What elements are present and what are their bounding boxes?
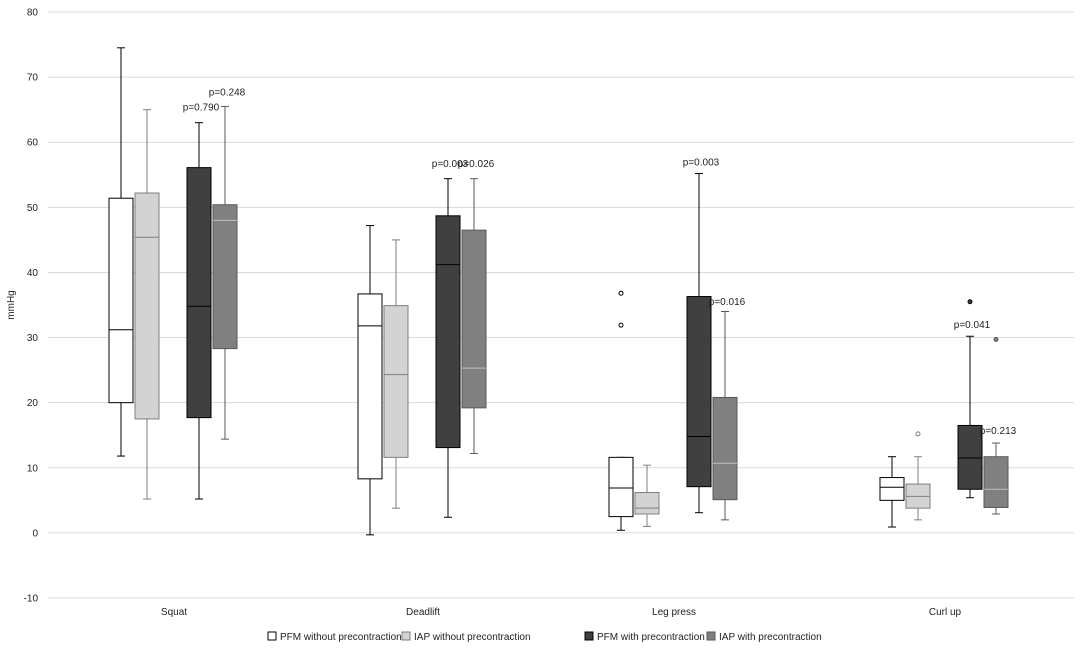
legend-item-0: PFM without precontraction [267, 631, 402, 643]
series-3 [212, 105, 1009, 521]
y-tick-label: 0 [32, 528, 38, 539]
series-2 [186, 122, 983, 518]
box-1-0 [134, 109, 160, 500]
outlier-point [915, 431, 921, 437]
box-0-1 [357, 225, 383, 536]
y-tick-label: 20 [27, 398, 39, 409]
legend-swatch [267, 631, 277, 641]
box-3-1 [461, 178, 487, 454]
box-body [357, 293, 383, 480]
category-label-3: Curl up [929, 607, 962, 618]
p-value-label-4: p=0.003 [683, 158, 720, 169]
legend-item-2: PFM with precontraction [584, 631, 705, 643]
p-value-label-7: p=0.213 [980, 426, 1017, 437]
y-tick-label: 70 [27, 73, 39, 84]
legend-swatch [401, 631, 411, 641]
y-tick-label: -10 [24, 594, 39, 605]
box-0-0 [108, 47, 134, 457]
box-body [108, 197, 134, 404]
box-body [134, 192, 160, 420]
box-body [461, 229, 487, 409]
legend-label: PFM without precontraction [280, 632, 402, 643]
legend-item-3: IAP with precontraction [706, 631, 822, 643]
box-body [686, 296, 712, 488]
p-value-label-2: p=0.003 [432, 159, 469, 170]
p-value-label-5: p=0.016 [709, 297, 746, 308]
box-3-2 [712, 311, 738, 521]
legend-item-1: IAP without precontraction [401, 631, 531, 643]
box-3-0 [212, 105, 238, 440]
legend-swatch [584, 631, 594, 641]
y-tick-label: 30 [27, 333, 39, 344]
y-tick-label: 80 [27, 8, 39, 19]
box-2-2 [686, 172, 712, 514]
y-tick-label: 10 [27, 463, 39, 474]
legend-swatch [706, 631, 716, 641]
box-body [879, 477, 905, 501]
outlier-point [993, 337, 999, 343]
legend-label: PFM with precontraction [597, 632, 705, 643]
series-0 [108, 47, 905, 536]
y-tick-label: 40 [27, 268, 39, 279]
y-tick-label: 50 [27, 203, 39, 214]
box-series [108, 47, 1009, 536]
category-label-0: Squat [161, 607, 187, 618]
box-body [435, 215, 461, 449]
series-1 [134, 109, 931, 527]
p-value-label-1: p=0.248 [209, 87, 246, 98]
box-2-3 [957, 299, 983, 499]
box-body [608, 456, 634, 518]
box-0-2 [608, 290, 634, 531]
box-2-0 [186, 122, 212, 500]
box-1-2 [634, 464, 660, 527]
p-value-label-0: p=0.790 [183, 102, 220, 113]
box-body [712, 396, 738, 501]
box-1-3 [905, 431, 931, 521]
legend-label: IAP without precontraction [414, 632, 531, 643]
box-body [212, 204, 238, 350]
box-1-1 [383, 239, 409, 509]
p-value-label-3: p=0.026 [458, 159, 495, 170]
box-body [186, 167, 212, 419]
y-tick-label: 60 [27, 138, 39, 149]
box-body [634, 492, 660, 515]
p-value-label-6: p=0.041 [954, 320, 991, 331]
legend: PFM without precontraction IAP without pr… [267, 631, 822, 643]
outlier-point [967, 299, 973, 305]
box-3-3 [983, 337, 1009, 515]
category-label-2: Leg press [652, 607, 696, 618]
box-0-3 [879, 456, 905, 528]
outlier-point [618, 290, 624, 296]
box-2-1 [435, 178, 461, 518]
y-axis-label: mmHg [6, 290, 17, 319]
outlier-point [618, 322, 624, 328]
category-label-1: Deadlift [406, 607, 440, 618]
legend-label: IAP with precontraction [719, 632, 822, 643]
y-axis: -10 0 10 20 30 40 50 60 70 80 [24, 8, 39, 605]
box-body [383, 305, 409, 458]
box-body [983, 456, 1009, 508]
box-body [957, 424, 983, 490]
x-axis-categories: Squat Deadlift Leg press Curl up [161, 607, 962, 618]
